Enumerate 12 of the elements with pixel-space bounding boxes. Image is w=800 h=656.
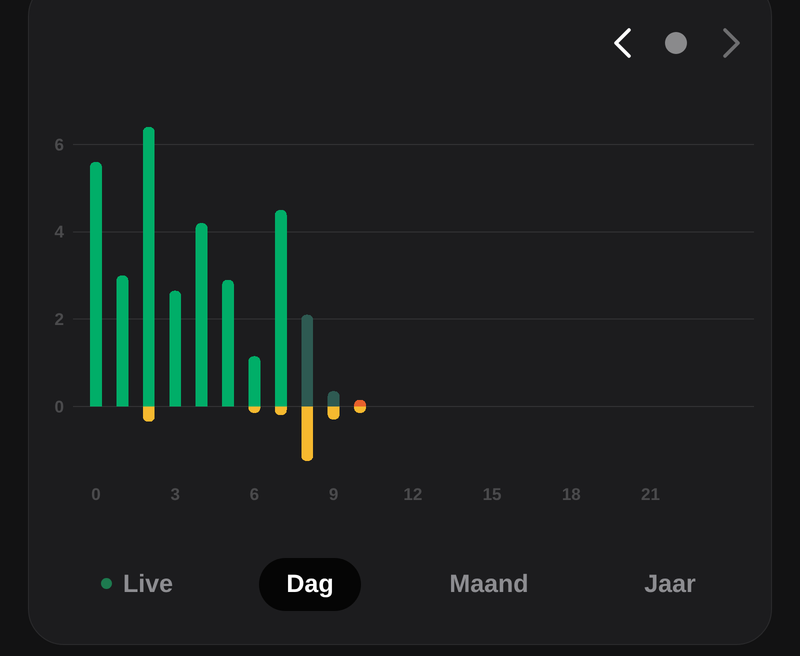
bar [301, 406, 314, 461]
bar [116, 275, 128, 406]
bar [169, 290, 182, 406]
bar [301, 314, 314, 406]
bar [196, 223, 208, 406]
bar [142, 406, 155, 422]
bar [274, 210, 287, 406]
bar [142, 127, 155, 406]
bar [222, 280, 234, 406]
bar [90, 162, 102, 406]
bar [248, 356, 260, 406]
bar [328, 391, 340, 406]
